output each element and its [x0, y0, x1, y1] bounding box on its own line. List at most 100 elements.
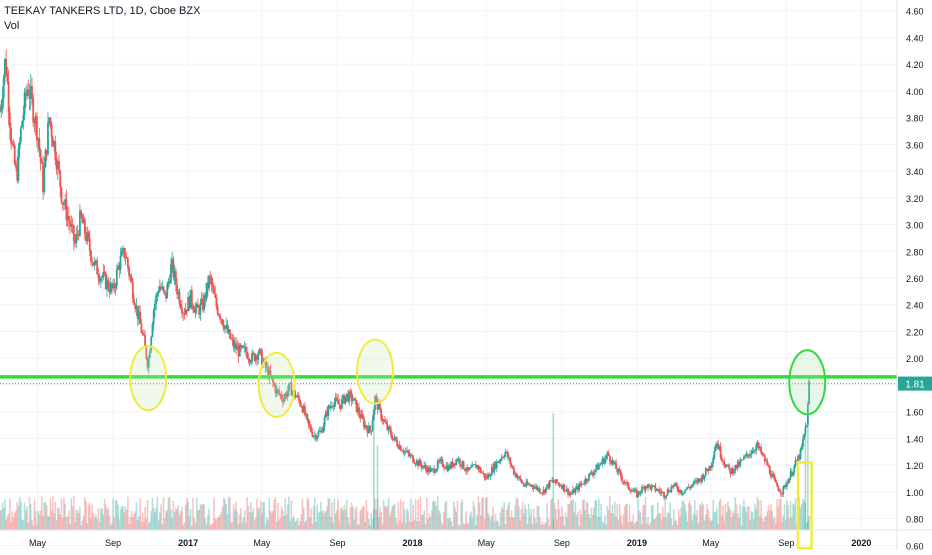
- candle-body: [372, 410, 375, 421]
- volume-bar: [777, 506, 780, 530]
- volume-bar: [49, 498, 52, 530]
- volume-bar: [452, 501, 455, 530]
- volume-bar: [515, 497, 518, 530]
- volume-bar: [675, 520, 678, 530]
- volume-bar: [129, 516, 132, 530]
- candle-body: [235, 343, 237, 350]
- volume-bar: [54, 501, 57, 530]
- candle-body: [595, 464, 598, 470]
- candle-body: [795, 460, 798, 461]
- volume-bar: [695, 515, 697, 530]
- candle-body: [540, 492, 542, 494]
- candle-body: [519, 476, 522, 480]
- candle-body: [639, 492, 642, 494]
- candle-body: [583, 483, 585, 485]
- volume-bar: [691, 520, 694, 530]
- candle-body: [358, 407, 360, 415]
- y-axis[interactable]: 4.60 4.40 4.20 4.00 3.80 3.60 3.40 3.20 3.00 2.80…: [896, 0, 932, 551]
- volume-bar: [765, 515, 767, 530]
- volume-bar: [56, 507, 59, 530]
- volume-bar-spike: [807, 406, 809, 530]
- candle-body: [209, 275, 212, 278]
- y-tick-label: 1.00: [906, 488, 924, 498]
- volume-bar: [500, 506, 503, 530]
- volume-bar: [385, 507, 387, 530]
- y-tick-label: 3.40: [906, 167, 924, 177]
- volume-bar: [755, 508, 758, 530]
- volume-bar: [140, 521, 143, 530]
- volume-bar: [268, 497, 271, 530]
- highlight-circle[interactable]: [356, 338, 395, 405]
- candle-body: [392, 438, 395, 440]
- candle-body: [71, 224, 74, 226]
- volume-bar: [240, 508, 242, 530]
- highlight-circle[interactable]: [257, 351, 296, 418]
- candle-body: [527, 484, 530, 486]
- volume-bar: [417, 499, 419, 530]
- candle-body: [660, 491, 663, 493]
- volume-bar: [403, 509, 406, 530]
- volume-bar: [420, 514, 423, 530]
- x-tick-label: 2020: [851, 538, 871, 548]
- candle-body: [477, 465, 480, 470]
- candle-body: [650, 485, 653, 490]
- x-tick-label: May: [253, 538, 271, 548]
- volume-bar: [47, 516, 49, 530]
- candle-body: [704, 468, 707, 476]
- volume-bar: [756, 496, 759, 530]
- candle-body: [516, 477, 519, 479]
- candle-body: [607, 452, 610, 456]
- volume-bar: [545, 522, 547, 530]
- volume-bar: [134, 511, 137, 530]
- highlight-circle[interactable]: [788, 349, 827, 416]
- candle-body: [210, 277, 213, 285]
- volume-bar: [92, 513, 95, 530]
- candle-body: [0, 105, 3, 112]
- volume-bar: [448, 518, 450, 530]
- candle-body: [688, 487, 691, 489]
- candle-body: [449, 465, 451, 469]
- candle-body: [645, 486, 648, 489]
- highlight-box[interactable]: [796, 461, 813, 550]
- candle-body: [343, 395, 346, 404]
- candle-body: [11, 143, 14, 145]
- volume-bar: [245, 522, 247, 530]
- candle-body: [285, 393, 288, 397]
- candle-body: [233, 343, 236, 348]
- candle-body: [267, 366, 269, 378]
- volume-bar: [606, 505, 609, 530]
- x-axis[interactable]: May Sep 2017 May Sep 2018 May Sep 2019 May Sep 2020: [0, 529, 932, 548]
- candle-body: [731, 468, 734, 474]
- candle-body: [703, 475, 706, 479]
- candle-body: [305, 413, 308, 416]
- candle-body: [265, 366, 268, 368]
- volume-bar: [9, 498, 11, 530]
- candle-body: [551, 480, 553, 481]
- candle-body: [391, 435, 394, 440]
- candle-body: [663, 492, 665, 498]
- volume-bar: [13, 512, 16, 530]
- highlight-circle[interactable]: [129, 345, 168, 412]
- volume-bar: [32, 525, 34, 530]
- candle-body: [670, 486, 673, 492]
- candle-body: [43, 167, 46, 193]
- candle-body: [108, 288, 111, 293]
- volume-bar: [788, 517, 791, 530]
- volume-bar: [186, 497, 188, 530]
- candle-body: [356, 407, 359, 412]
- volume-bar: [302, 507, 305, 530]
- candle-body: [787, 482, 790, 484]
- candle-body: [624, 482, 627, 484]
- volume-bar: [259, 500, 262, 530]
- volume-bar: [90, 518, 92, 530]
- candle-body: [69, 221, 71, 227]
- volume-bar: [518, 506, 520, 530]
- volume-bar: [104, 504, 107, 530]
- candle-body: [128, 267, 131, 276]
- volume-bar: [339, 508, 342, 530]
- volume-bar: [408, 521, 411, 530]
- candle-body: [438, 461, 440, 463]
- candle-body: [131, 281, 134, 299]
